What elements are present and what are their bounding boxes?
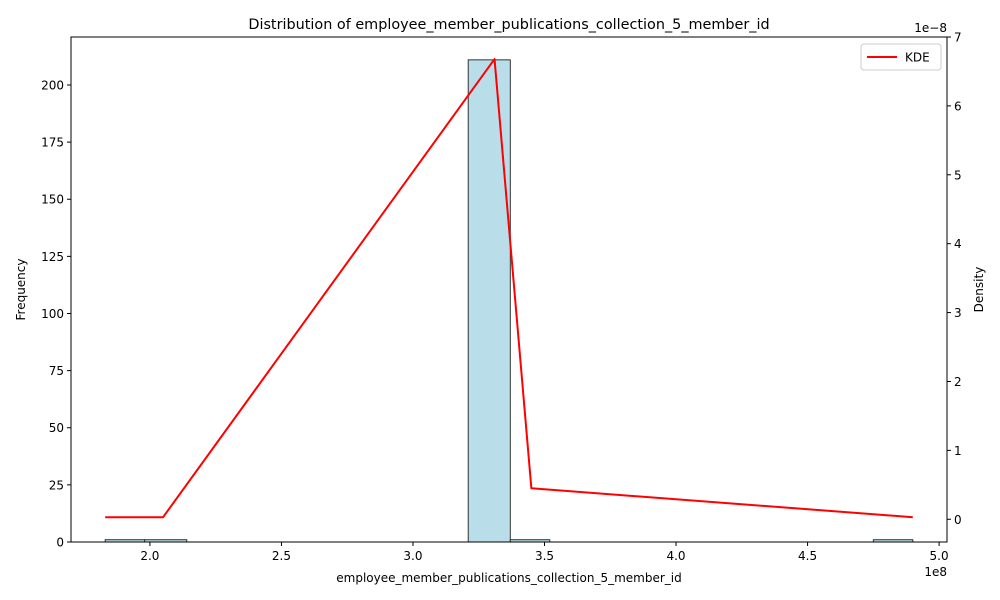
y2-tick-label: 3 xyxy=(954,306,962,320)
y2-tick-label: 5 xyxy=(954,168,962,182)
x-tick-label: 5.0 xyxy=(930,549,949,563)
y-tick-label: 125 xyxy=(41,250,64,264)
y-tick-label: 200 xyxy=(41,78,64,92)
y-axis-label: Frequency xyxy=(14,259,28,321)
x-axis-label: employee_member_publications_collection_… xyxy=(336,571,681,585)
x-offset-text: 1e8 xyxy=(924,565,947,579)
y2-offset-text: 1e−8 xyxy=(914,21,947,35)
y-tick-label: 0 xyxy=(56,536,64,550)
kde-line xyxy=(105,58,913,519)
x-tick-label: 3.0 xyxy=(403,549,422,563)
y-tick-label: 25 xyxy=(49,478,64,492)
y2-tick-label: 7 xyxy=(954,31,962,45)
x-tick-label: 2.0 xyxy=(140,549,159,563)
y2-tick-label: 2 xyxy=(954,375,962,389)
histogram-bar xyxy=(467,59,511,543)
axes: 2.0 2.5 3.0 3.5 4.0 4.5 5.00255075100125150175… xyxy=(41,31,962,564)
x-tick-label: 3.5 xyxy=(535,549,554,563)
chart-title: Distribution of employee_member_publicat… xyxy=(248,17,769,33)
y2-tick-label: 0 xyxy=(954,513,962,527)
y2-tick-label: 4 xyxy=(954,237,962,251)
kde-layer xyxy=(105,58,913,519)
x-tick-label: 4.5 xyxy=(798,549,817,563)
legend-box xyxy=(860,43,942,71)
y2-tick-label: 1 xyxy=(954,444,962,458)
y-tick-label: 175 xyxy=(41,136,64,150)
y-tick-label: 75 xyxy=(49,364,64,378)
y-tick-label: 100 xyxy=(41,307,64,321)
legend-kde-label: KDE xyxy=(905,51,930,65)
y-tick-label: 150 xyxy=(41,193,64,207)
y-tick-label: 50 xyxy=(49,421,64,435)
x-tick-label: 4.0 xyxy=(666,549,685,563)
histogram-bars xyxy=(104,59,914,543)
y2-axis-label: Density xyxy=(972,267,986,313)
y2-tick-label: 6 xyxy=(954,99,962,113)
plot-frame xyxy=(70,36,948,543)
legend: KDE xyxy=(860,43,942,71)
x-tick-label: 2.5 xyxy=(272,549,291,563)
